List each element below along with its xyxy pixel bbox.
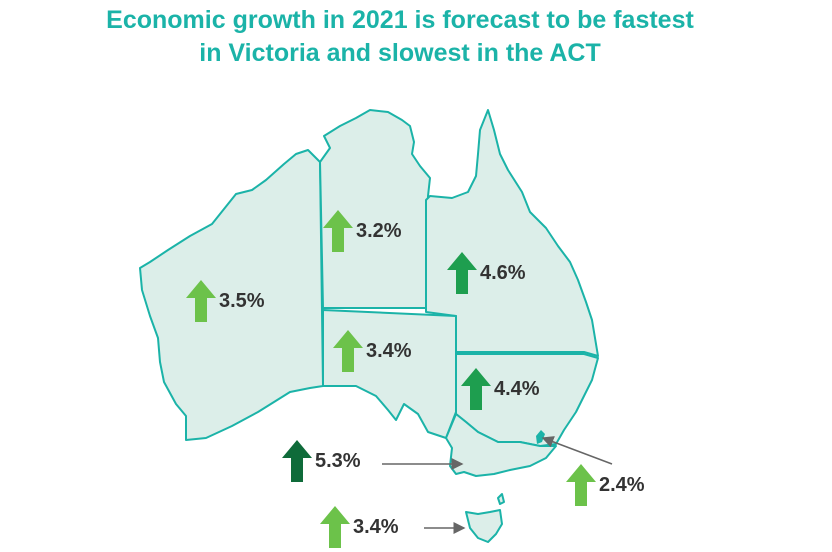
state-victoria xyxy=(445,413,557,477)
up-arrow-icon xyxy=(447,252,477,294)
up-arrow-icon xyxy=(461,368,491,410)
up-arrow-icon xyxy=(566,464,596,506)
state-western-australia xyxy=(139,149,324,441)
state-northern-territory xyxy=(319,109,431,309)
growth-label-south-australia: 3.4% xyxy=(333,330,412,372)
up-arrow-icon xyxy=(282,440,312,482)
map-title: Economic growth in 2021 is forecast to b… xyxy=(0,4,800,70)
island-flinders xyxy=(497,493,505,505)
up-arrow-icon xyxy=(333,330,363,372)
up-arrow-icon xyxy=(186,280,216,322)
growth-label-western-australia: 3.5% xyxy=(186,280,265,322)
growth-label-queensland: 4.6% xyxy=(447,252,526,294)
growth-label-act: 2.4% xyxy=(566,464,645,506)
growth-value-queensland: 4.6% xyxy=(480,261,526,284)
growth-value-tasmania: 3.4% xyxy=(353,515,399,538)
growth-value-victoria: 5.3% xyxy=(315,449,361,472)
growth-value-western-australia: 3.5% xyxy=(219,289,265,312)
growth-label-tasmania: 3.4% xyxy=(320,506,399,548)
title-line-2: in Victoria and slowest in the ACT xyxy=(199,39,601,67)
growth-value-new-south-wales: 4.4% xyxy=(494,377,540,400)
growth-value-act: 2.4% xyxy=(599,473,645,496)
growth-value-northern-territory: 3.2% xyxy=(356,219,402,242)
growth-value-south-australia: 3.4% xyxy=(366,339,412,362)
up-arrow-icon xyxy=(323,210,353,252)
up-arrow-icon xyxy=(320,506,350,548)
growth-label-northern-territory: 3.2% xyxy=(323,210,402,252)
act-pointer xyxy=(541,436,613,465)
title-line-1: Economic growth in 2021 is forecast to b… xyxy=(106,6,694,34)
state-tasmania xyxy=(465,509,503,543)
growth-label-victoria: 5.3% xyxy=(282,440,361,482)
act-marker xyxy=(536,430,545,444)
state-queensland xyxy=(425,109,599,357)
growth-label-new-south-wales: 4.4% xyxy=(461,368,540,410)
